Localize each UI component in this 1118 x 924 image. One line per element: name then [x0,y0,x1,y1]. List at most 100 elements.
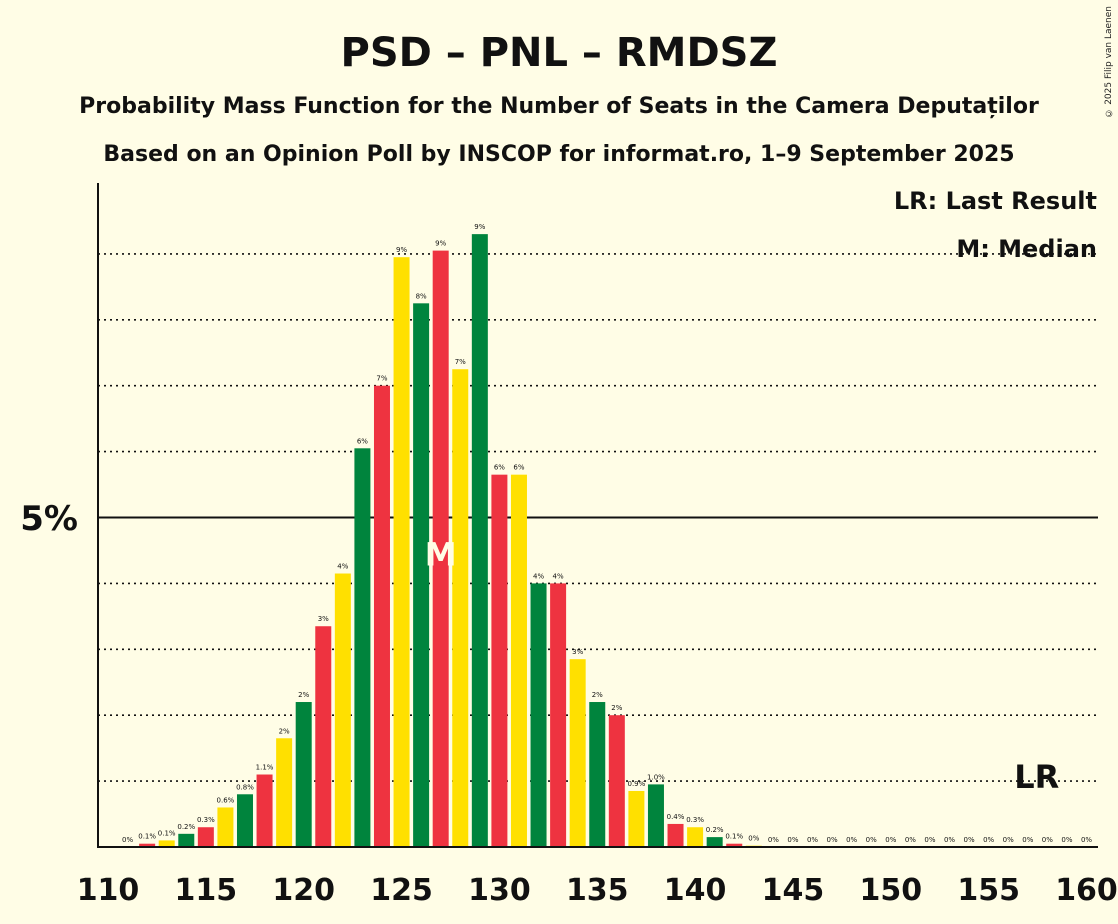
bar-label-149: 0% [866,836,877,844]
bar-label-125: 9% [396,246,407,254]
bar-label-131: 6% [513,464,524,472]
bar-label-115: 0.3% [197,816,215,824]
bar-label-113: 0.1% [158,829,176,837]
bar-label-154: 0% [964,836,975,844]
bar-label-138: 1.0% [647,773,665,781]
bar-label-126: 8% [416,292,427,300]
bar-label-116: 0.6% [217,796,235,804]
bar-label-134: 3% [572,648,583,656]
bar-label-156: 0% [1003,836,1014,844]
bar-labels: 0% 0.1% 0.1%0.2%0.3%0.6%0.8%1.1%2%2%3%4%6%… [122,223,1092,844]
bar-label-132: 4% [533,572,544,580]
x-tick-160: 160 [1055,873,1118,908]
bar-label-121: 3% [318,615,329,623]
bar-124 [373,385,390,847]
bar-label-151: 0% [905,836,916,844]
bar-label-111: 0% [122,836,133,844]
bar-label-153: 0% [944,836,955,844]
bar-116 [217,807,234,847]
bar-label-158: 0% [1042,836,1053,844]
bar-label-159: 0% [1061,836,1072,844]
bars [139,234,762,848]
bar-label-146: 0% [807,836,818,844]
bar-label-128: 7% [455,358,466,366]
x-tick-140: 140 [664,873,727,908]
bar-label-145: 0% [787,836,798,844]
bar-label-139: 0.4% [667,813,685,821]
bar-136 [608,715,625,847]
bar-label-136: 2% [611,704,622,712]
x-tick-130: 130 [468,873,531,908]
bar-label-122: 4% [337,563,348,571]
chart-title: PSD – PNL – RMDSZ [341,30,778,76]
bar-label-118: 1.1% [256,764,274,772]
gridlines [98,253,1098,782]
x-tick-135: 135 [566,873,629,908]
bar-label-152: 0% [924,836,935,844]
y-tick-label-5: 5% [20,499,78,539]
bar-label-112: 0.1% [138,833,156,841]
median-marker: M [425,536,457,574]
bar-label-147: 0% [827,836,838,844]
x-tick-120: 120 [272,873,335,908]
bar-131 [510,474,527,847]
bar-label-155: 0% [983,836,994,844]
x-tick-110: 110 [77,873,140,908]
chart-subtitle-1: Probability Mass Function for the Number… [79,94,1039,119]
x-tick-145: 145 [762,873,825,908]
chart-subtitle-2: Based on an Opinion Poll by INSCOP for i… [103,142,1014,167]
bar-125 [393,257,410,847]
copyright-notice: © 2025 Filip van Laenen [1104,6,1114,118]
bar-123 [354,448,371,847]
bar-114 [178,833,195,847]
bar-138 [647,784,664,847]
x-tick-labels: 110 115 120 125 130 135 140 145 150 155 160 [77,873,1118,908]
bar-label-150: 0% [885,836,896,844]
bar-113 [158,840,175,847]
x-tick-115: 115 [175,873,238,908]
bar-label-137: 0.9% [627,780,645,788]
bar-label-120: 2% [298,691,309,699]
bar-112 [139,843,156,847]
bar-label-130: 6% [494,464,505,472]
bar-label-117: 0.8% [236,783,254,791]
bar-141 [706,837,723,847]
bar-label-144: 0% [768,836,779,844]
bar-119 [276,738,293,847]
axes [97,183,1098,848]
bar-label-129: 9% [474,223,485,231]
bar-label-119: 2% [279,727,290,735]
bar-label-124: 7% [376,375,387,383]
bar-142 [726,843,743,847]
bar-label-135: 2% [592,691,603,699]
bar-139 [667,823,684,847]
bar-137 [628,790,645,847]
bar-122 [334,573,351,847]
legend-median: M: Median [956,235,1097,263]
bar-132 [530,583,547,847]
bar-label-114: 0.2% [177,823,195,831]
bar-140 [687,827,704,847]
bar-label-141: 0.2% [706,826,724,834]
bar-120 [295,702,312,847]
bar-label-143: 0% [748,835,759,843]
bar-127 [432,250,449,848]
bar-128 [452,369,469,847]
bar-135 [589,702,606,847]
bar-label-123: 6% [357,437,368,445]
bar-121 [315,626,332,847]
last-result-marker: LR [1014,758,1059,796]
bar-129 [471,234,488,847]
bar-label-142: 0.1% [725,833,743,841]
bar-117 [236,794,253,847]
bar-label-133: 4% [553,572,564,580]
bar-134 [569,659,586,847]
bar-label-157: 0% [1022,836,1033,844]
x-tick-155: 155 [957,873,1020,908]
bar-label-160: 0% [1081,836,1092,844]
bar-130 [491,474,508,847]
bar-133 [550,583,567,847]
bar-label-140: 0.3% [686,816,704,824]
bar-label-148: 0% [846,836,857,844]
